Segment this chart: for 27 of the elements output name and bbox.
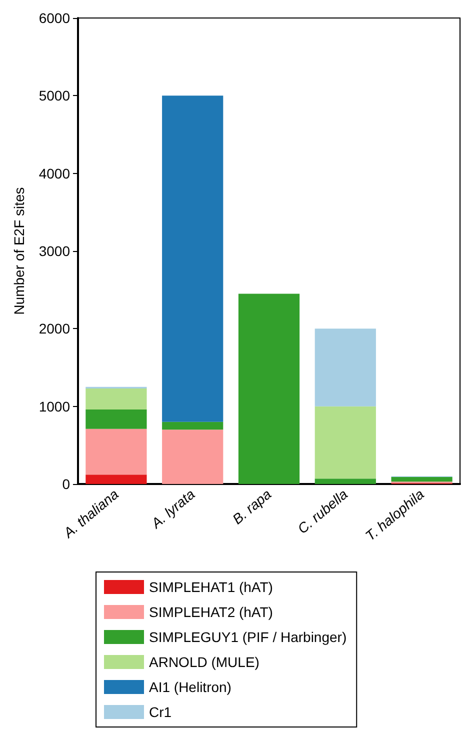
bar — [162, 430, 224, 484]
legend-label: AI1 (Helitron) — [149, 679, 232, 695]
y-tick-label: 1000 — [38, 398, 70, 414]
y-axis-title: Number of E2F sites — [11, 187, 27, 315]
bar — [314, 406, 376, 479]
y-tick-label: 4000 — [38, 165, 70, 182]
legend-label: Cr1 — [149, 704, 172, 720]
y-tick-label: 2000 — [38, 320, 70, 337]
legend-label: SIMPLEGUY1 (PIF / Harbinger) — [149, 629, 347, 645]
legend-label: ARNOLD (MULE) — [149, 654, 260, 670]
bar — [86, 474, 147, 484]
legend-label: SIMPLEHAT2 (hAT) — [149, 604, 273, 620]
bar — [314, 328, 376, 406]
bar — [162, 96, 224, 422]
bar — [86, 409, 147, 429]
bar — [86, 388, 147, 410]
x-tick-label: B. rapa — [229, 486, 274, 528]
bar — [391, 477, 452, 482]
legend-label: SIMPLEHAT1 (hAT) — [149, 579, 273, 595]
bar — [314, 478, 376, 484]
bar — [86, 428, 147, 475]
bar — [238, 294, 300, 484]
y-tick-label: 0 — [62, 476, 70, 492]
y-tick-label: 6000 — [38, 10, 70, 26]
y-tick-label: 5000 — [38, 88, 70, 104]
bar — [162, 422, 224, 430]
y-tick-label: 3000 — [38, 243, 70, 259]
